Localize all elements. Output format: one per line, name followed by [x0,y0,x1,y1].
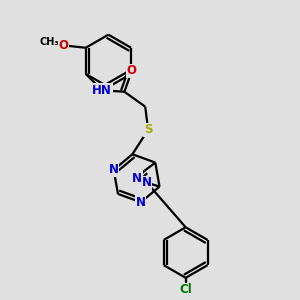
Text: O: O [127,64,137,77]
Text: N: N [132,172,142,185]
Text: O: O [58,39,68,52]
Text: CH₃: CH₃ [39,37,59,47]
Text: N: N [109,164,119,176]
Text: N: N [136,196,146,209]
Text: Cl: Cl [179,283,192,296]
Text: HN: HN [92,84,112,97]
Text: N: N [142,176,152,189]
Text: S: S [144,123,152,136]
